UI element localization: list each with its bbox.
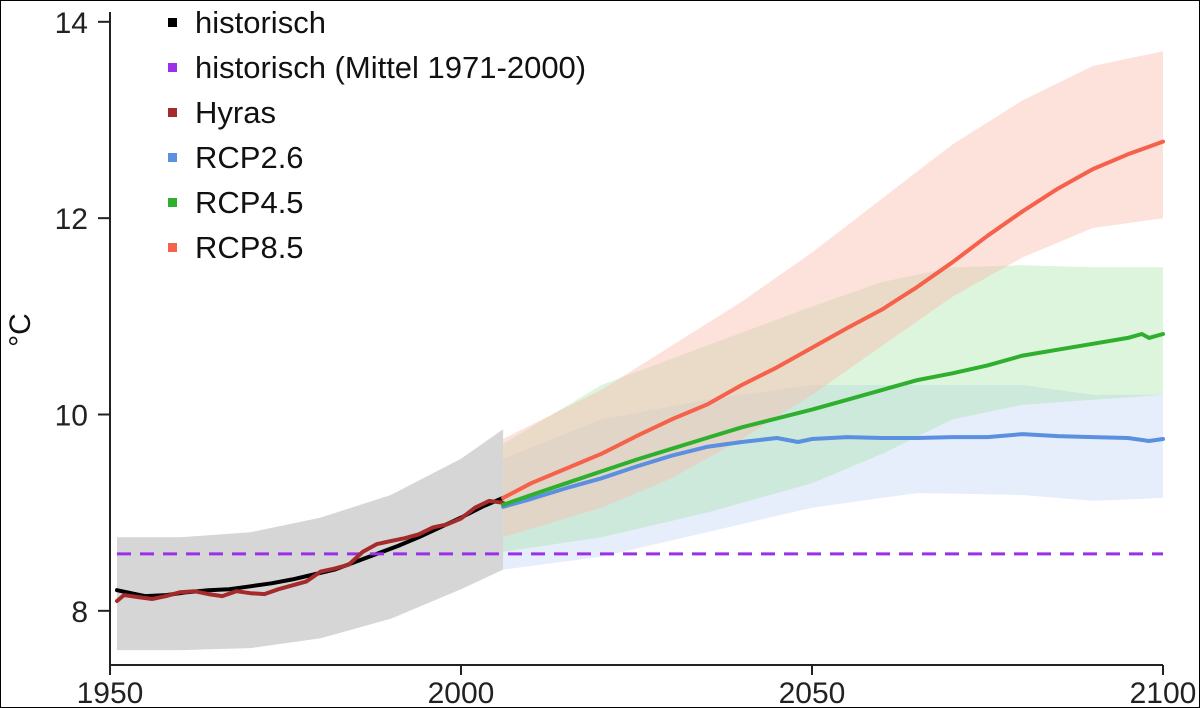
rcp2-6-legend-label: RCP2.6 xyxy=(195,140,304,175)
legend: historisch historisch (Mittel 1971-2000) H… xyxy=(168,5,586,265)
rcp2-6-legend-swatch xyxy=(168,153,177,162)
rcp8-5-legend-swatch xyxy=(168,243,177,252)
y-tick-label: 12 xyxy=(55,203,88,236)
x-tick-label: 2100 xyxy=(1130,677,1197,708)
rcp2-6-line xyxy=(501,432,1165,509)
rcp2-6-range-band xyxy=(503,385,1164,570)
hyras-legend-label: Hyras xyxy=(195,95,276,130)
rcp4-5-line xyxy=(501,332,1165,507)
rcp4-5-range-band xyxy=(503,265,1164,552)
hyras-legend-swatch xyxy=(168,108,177,117)
y-tick-label: 8 xyxy=(71,596,88,629)
historisch-legend-label: historisch xyxy=(195,5,326,40)
series-lines xyxy=(115,139,1165,603)
y-axis-label: °C xyxy=(4,313,37,347)
x-tick-label: 1950 xyxy=(77,677,144,708)
rcp8-5-line xyxy=(501,139,1165,500)
hyras-line xyxy=(115,498,506,603)
y-tick-label: 14 xyxy=(55,7,88,40)
historisch-legend-swatch xyxy=(168,18,177,27)
historisch-mittel-1971-2000-legend-label: historisch (Mittel 1971-2000) xyxy=(195,50,586,85)
rcp8-5-legend-label: RCP8.5 xyxy=(195,230,304,265)
y-tick-label: 10 xyxy=(55,399,88,432)
x-tick-label: 2050 xyxy=(779,677,846,708)
axes: 8 10 12 14 1950 2000 2050 2100 xyxy=(55,7,1197,708)
uncertainty-bands xyxy=(117,51,1164,651)
rcp8-5-range-band xyxy=(503,51,1164,538)
historisch-range-band xyxy=(117,429,504,651)
x-tick-label: 2000 xyxy=(428,677,495,708)
historisch-mittel-1971-2000-legend-swatch xyxy=(168,63,177,72)
rcp4-5-legend-swatch xyxy=(168,198,177,207)
rcp4-5-legend-label: RCP4.5 xyxy=(195,185,304,220)
